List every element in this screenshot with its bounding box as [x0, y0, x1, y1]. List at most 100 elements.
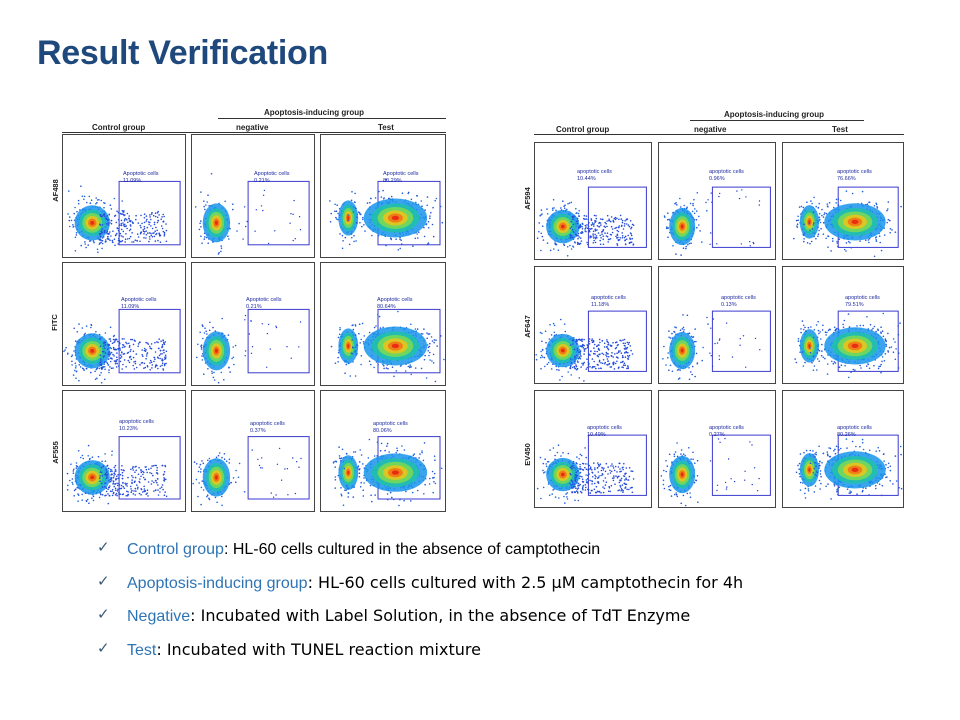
scatter-event: [894, 231, 897, 233]
scatter-event: [66, 489, 69, 491]
scatter-event: [601, 340, 603, 342]
scatter-event: [142, 470, 144, 473]
scatter-event: [155, 472, 158, 474]
scatter-event: [156, 229, 158, 232]
scatter-event: [74, 369, 76, 372]
scatter-event: [116, 362, 118, 365]
scatter-event: [847, 240, 850, 243]
density-contour: [347, 215, 350, 220]
scatter-event: [696, 192, 699, 194]
scatter-event: [416, 489, 419, 492]
scatter-event: [429, 342, 431, 345]
scatter-event: [207, 194, 209, 196]
scatter-event: [624, 364, 626, 366]
scatter-event: [200, 468, 202, 470]
scatter-event: [67, 484, 69, 487]
scatter-event: [115, 360, 118, 363]
scatter-event: [574, 357, 576, 359]
scatter-event: [596, 354, 599, 357]
scatter-event: [830, 250, 832, 252]
scatter-event: [575, 341, 577, 343]
scatter-event: [878, 235, 881, 237]
scatter-event: [399, 498, 401, 501]
scatter-event: [412, 454, 415, 457]
scatter-event: [859, 240, 861, 242]
scatter-event: [164, 465, 167, 468]
scatter-event: [825, 212, 828, 215]
scatter-event: [232, 203, 234, 205]
scatter-event: [427, 333, 430, 335]
scatter-event: [159, 357, 161, 360]
apoptotic-gate: [247, 436, 310, 500]
scatter-event: [71, 481, 73, 484]
scatter-event: [257, 458, 259, 461]
scatter-event: [616, 237, 618, 239]
scatter-event: [121, 471, 124, 474]
scatter-event: [599, 239, 601, 242]
scatter-event: [620, 340, 622, 342]
scatter-event: [605, 235, 608, 237]
scatter-event: [354, 325, 357, 327]
scatter-event: [581, 340, 583, 342]
scatter-event: [563, 205, 565, 207]
scatter-event: [109, 338, 111, 340]
scatter-event: [416, 194, 418, 197]
scatter-event: [149, 362, 151, 364]
scatter-event: [267, 323, 270, 326]
scatter-event: [583, 344, 585, 347]
scatter-event: [113, 466, 116, 469]
scatter-event: [380, 196, 383, 198]
scatter-event: [601, 218, 603, 221]
scatter-event: [130, 348, 132, 351]
scatter-event: [122, 363, 124, 366]
scatter-event: [278, 447, 281, 450]
scatter-event: [134, 360, 137, 363]
scatter-event: [570, 226, 573, 228]
scatter-event: [889, 232, 891, 234]
scatter-event: [158, 234, 161, 236]
scatter-event: [850, 246, 853, 249]
scatter-event: [157, 484, 159, 486]
scatter-event: [583, 350, 586, 352]
scatter-event: [613, 368, 616, 370]
scatter-event: [612, 362, 615, 365]
scatter-event: [572, 366, 574, 369]
scatter-event: [140, 214, 142, 217]
scatter-event: [146, 353, 148, 355]
scatter-event: [339, 327, 341, 329]
scatter-event: [109, 239, 111, 242]
scatter-event: [586, 241, 588, 244]
scatter-event: [228, 367, 230, 369]
scatter-event: [99, 480, 101, 482]
scatter-event: [401, 192, 404, 194]
scatter-event: [100, 358, 102, 360]
scatter-event: [594, 221, 596, 223]
scatter-event: [395, 238, 397, 240]
scatter-event: [72, 224, 74, 226]
scatter-event: [353, 240, 355, 243]
scatter-event: [148, 223, 150, 226]
scatter-plot-svg: [67, 180, 181, 253]
scatter-event: [140, 471, 143, 474]
scatter-event: [573, 348, 576, 351]
scatter-event: [599, 222, 602, 224]
scatter-event: [569, 244, 571, 247]
scatter-event: [354, 346, 357, 349]
scatter-event: [263, 189, 266, 192]
scatter-event: [107, 486, 110, 489]
scatter-event: [134, 239, 137, 241]
scatter-event: [154, 341, 156, 344]
scatter-event: [618, 239, 621, 241]
scatter-event: [627, 356, 630, 358]
scatter-event: [121, 465, 123, 467]
scatter-event: [148, 232, 151, 234]
scatter-event: [346, 487, 349, 490]
scatter-event: [120, 484, 123, 487]
scatter-event: [576, 218, 579, 220]
scatter-event: [810, 240, 813, 243]
scatter-event: [113, 238, 116, 240]
scatter-event: [101, 475, 104, 477]
scatter-event: [81, 493, 83, 496]
scatter-event: [159, 487, 161, 490]
scatter-event: [143, 236, 145, 239]
